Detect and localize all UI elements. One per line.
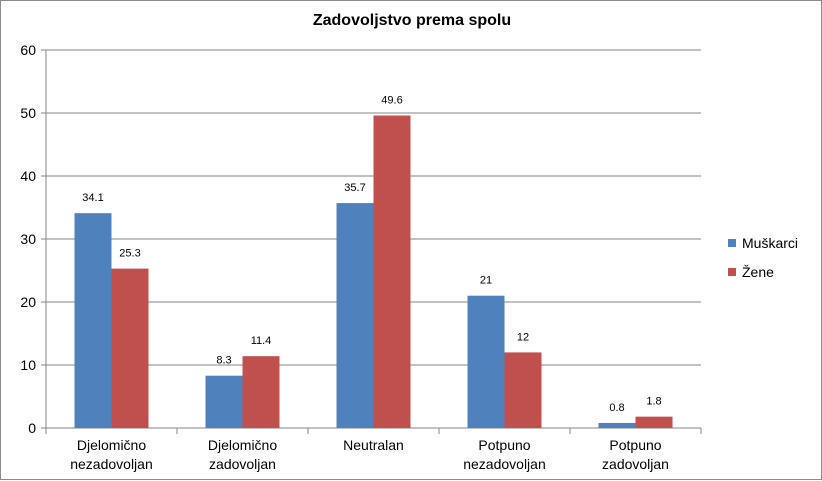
x-category-label-line: Potpuno [478, 437, 530, 453]
legend-swatch [728, 239, 736, 247]
data-label: 11.4 [251, 335, 272, 347]
bar-muskarci [598, 422, 636, 428]
data-label: 34.1 [82, 192, 103, 204]
data-label: 25.3 [119, 248, 140, 260]
data-label: 49.6 [381, 95, 402, 107]
bar-zene [111, 268, 149, 428]
y-tick-label: 50 [20, 105, 36, 121]
y-tick-label: 40 [20, 168, 36, 184]
y-tick-label: 10 [20, 357, 36, 373]
data-labels: 34.1 8.3 35.7 21 0.8 25.3 11.4 49.6 12 1.8 [82, 95, 661, 414]
x-category-label-line: Neutralan [343, 437, 404, 453]
x-category-label-line: Potpuno [609, 437, 661, 453]
x-category-label-line: nezadovoljan [463, 456, 546, 472]
y-tick-label: 0 [28, 420, 36, 436]
legend: Muškarci Žene [728, 235, 798, 280]
bar-zene [635, 416, 673, 428]
data-label: 8.3 [216, 355, 231, 367]
bar-muskarci [205, 375, 243, 428]
data-label: 35.7 [344, 182, 365, 194]
legend-label: Žene [742, 264, 774, 280]
legend-label: Muškarci [742, 235, 798, 251]
chart-title: Zadovoljstvo prema spolu [313, 12, 511, 29]
x-category-label-line: zadovoljan [602, 456, 669, 472]
bar-muskarci [336, 203, 374, 428]
legend-swatch [728, 268, 736, 276]
y-tick-label: 30 [20, 231, 36, 247]
data-label: 21 [480, 275, 492, 287]
x-category-label-line: Djelomično [208, 437, 277, 453]
x-category-label: Djelomično nezadovoljan [70, 437, 153, 472]
x-category-label: Djelomično zadovoljan [208, 437, 277, 472]
bar-muskarci [467, 295, 505, 428]
data-label: 12 [517, 331, 529, 343]
x-category-label-line: Djelomično [77, 437, 146, 453]
x-category-label-line: nezadovoljan [70, 456, 153, 472]
data-label: 1.8 [646, 396, 661, 408]
x-category-label: Potpuno nezadovoljan [463, 437, 546, 472]
bar-zene [504, 352, 542, 428]
x-category-label: Neutralan [343, 437, 404, 453]
data-label: 0.8 [609, 402, 624, 414]
bar-muskarci [74, 213, 112, 428]
bar-zene [242, 356, 280, 428]
x-category-label: Potpuno zadovoljan [602, 437, 669, 472]
bars [74, 115, 673, 429]
bar-zene [373, 115, 411, 429]
y-tick-label: 20 [20, 294, 36, 310]
x-category-label-line: zadovoljan [209, 456, 276, 472]
y-tick-label: 60 [20, 42, 36, 58]
